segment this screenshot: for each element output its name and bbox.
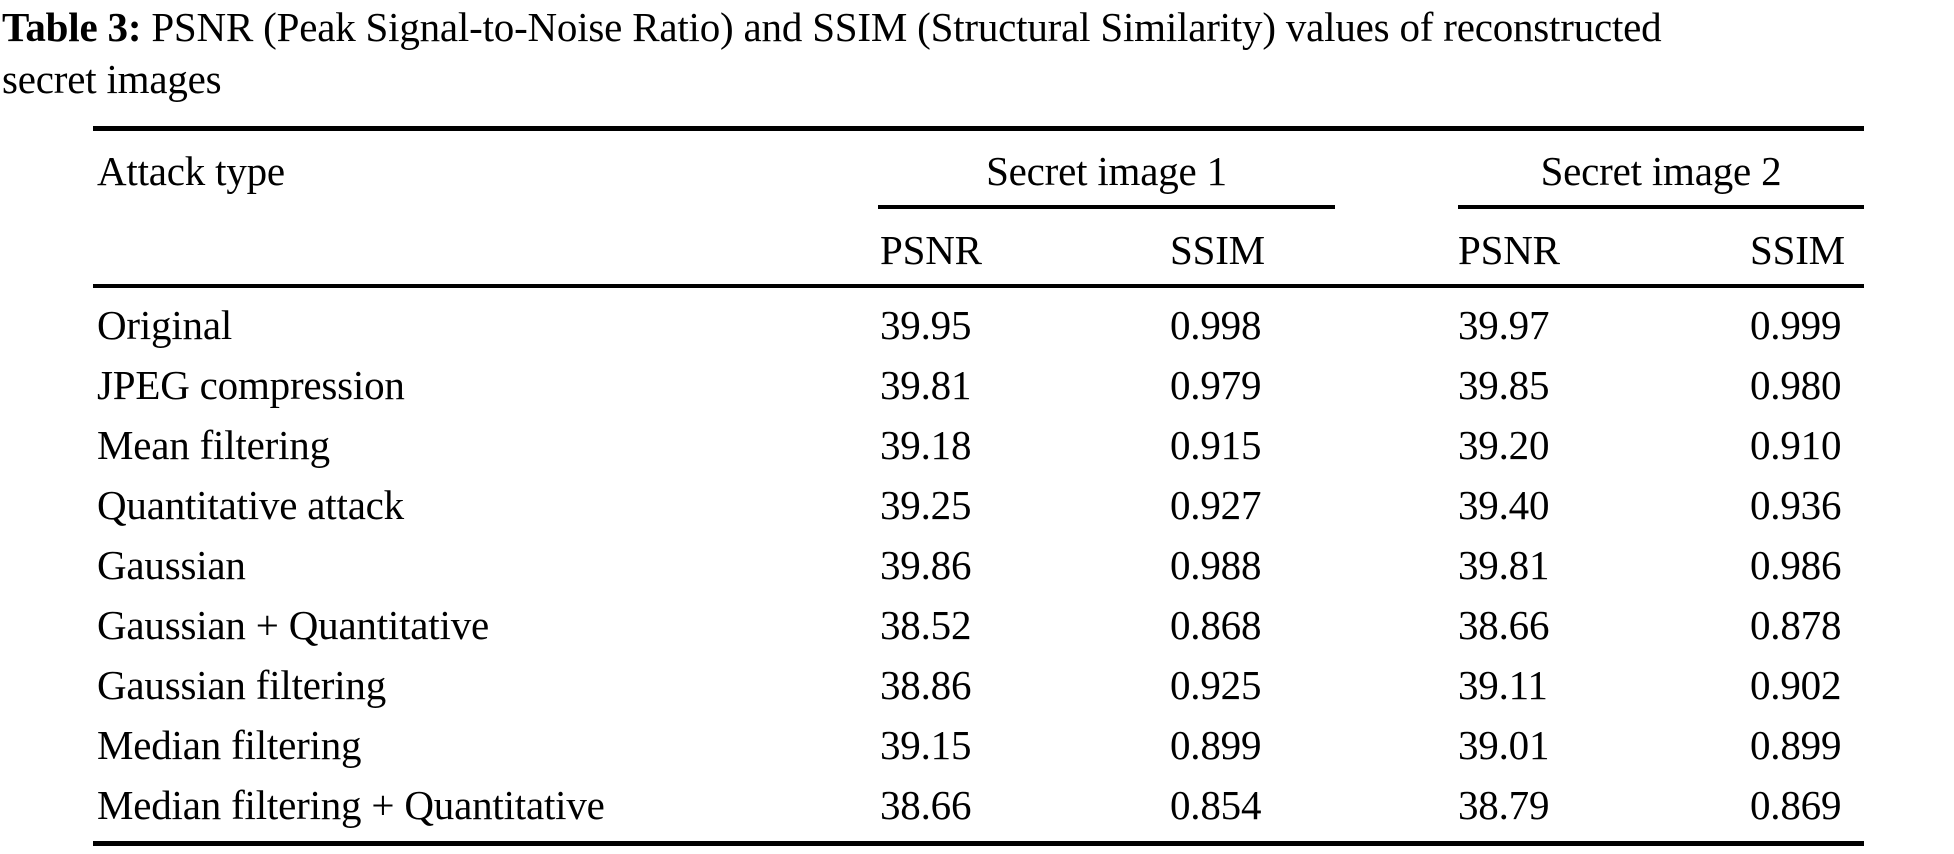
header-bottom-rule (93, 284, 1864, 288)
cell-ssim-1: 0.868 (1170, 602, 1262, 648)
cell-psnr-1: 39.15 (880, 722, 972, 768)
table-row: Gaussian + Quantitative 38.52 0.868 38.6… (93, 595, 1864, 655)
cell-psnr-2: 38.66 (1458, 602, 1550, 648)
cell-attack-type: Median filtering (97, 722, 362, 768)
table-row: Gaussian 39.86 0.988 39.81 0.986 (93, 535, 1864, 595)
cell-ssim-2: 0.936 (1750, 482, 1842, 528)
column-header-ssim-2: SSIM (1750, 227, 1845, 273)
table-row: Original 39.95 0.998 39.97 0.999 (93, 295, 1864, 355)
cell-ssim-1: 0.925 (1170, 662, 1262, 708)
cell-psnr-1: 39.86 (880, 542, 972, 588)
cell-ssim-1: 0.854 (1170, 782, 1262, 828)
cell-psnr-1: 39.81 (880, 362, 972, 408)
cell-attack-type: Median filtering + Quantitative (97, 782, 605, 828)
group-rule-secret-image-2 (1458, 205, 1864, 209)
cell-ssim-1: 0.988 (1170, 542, 1262, 588)
cell-ssim-1: 0.927 (1170, 482, 1262, 528)
cell-ssim-1: 0.998 (1170, 302, 1262, 348)
column-group-header-secret-image-2: Secret image 2 (1540, 148, 1782, 194)
cell-ssim-1: 0.915 (1170, 422, 1262, 468)
cell-ssim-1: 0.899 (1170, 722, 1262, 768)
table-caption-label: Table 3: (2, 4, 142, 50)
cell-psnr-2: 39.01 (1458, 722, 1550, 768)
column-header-ssim-1: SSIM (1170, 227, 1265, 273)
cell-psnr-2: 39.81 (1458, 542, 1550, 588)
cell-psnr-2: 39.85 (1458, 362, 1550, 408)
cell-psnr-2: 38.79 (1458, 782, 1550, 828)
cell-psnr-1: 39.95 (880, 302, 972, 348)
table-body: Original 39.95 0.998 39.97 0.999 JPEG co… (93, 295, 1864, 835)
cell-psnr-2: 39.40 (1458, 482, 1550, 528)
cell-psnr-2: 39.20 (1458, 422, 1550, 468)
cell-psnr-1: 38.52 (880, 602, 972, 648)
table-caption-line1: PSNR (Peak Signal-to-Noise Ratio) and SS… (141, 4, 1662, 50)
cell-psnr-1: 39.18 (880, 422, 972, 468)
cell-ssim-2: 0.899 (1750, 722, 1842, 768)
table-row: JPEG compression 39.81 0.979 39.85 0.980 (93, 355, 1864, 415)
cell-ssim-2: 0.902 (1750, 662, 1842, 708)
column-header-psnr-1: PSNR (880, 227, 982, 273)
cell-ssim-2: 0.986 (1750, 542, 1842, 588)
cell-attack-type: Gaussian (97, 542, 246, 588)
cell-psnr-1: 39.25 (880, 482, 972, 528)
cell-ssim-2: 0.999 (1750, 302, 1842, 348)
table-row: Gaussian filtering 38.86 0.925 39.11 0.9… (93, 655, 1864, 715)
table-row: Median filtering + Quantitative 38.66 0.… (93, 775, 1864, 835)
cell-attack-type: Gaussian filtering (97, 662, 387, 708)
column-group-header-secret-image-1: Secret image 1 (986, 148, 1227, 194)
cell-psnr-2: 39.97 (1458, 302, 1550, 348)
cell-attack-type: JPEG compression (97, 362, 405, 408)
data-table: Attack type Secret image 1 Secret image … (93, 126, 1864, 846)
column-header-attack-type: Attack type (97, 148, 285, 194)
cell-attack-type: Gaussian + Quantitative (97, 602, 489, 648)
cell-ssim-2: 0.910 (1750, 422, 1842, 468)
cell-attack-type: Quantitative attack (97, 482, 404, 528)
column-header-psnr-2: PSNR (1458, 227, 1560, 273)
group-rule-secret-image-1 (878, 205, 1335, 209)
cell-psnr-2: 39.11 (1458, 662, 1548, 708)
table-row: Quantitative attack 39.25 0.927 39.40 0.… (93, 475, 1864, 535)
cell-ssim-2: 0.869 (1750, 782, 1842, 828)
cell-psnr-1: 38.86 (880, 662, 972, 708)
cell-attack-type: Mean filtering (97, 422, 330, 468)
table-caption: Table 3: PSNR (Peak Signal-to-Noise Rati… (2, 1, 1952, 105)
cell-ssim-2: 0.980 (1750, 362, 1842, 408)
table-caption-line2: secret images (2, 56, 222, 102)
cell-attack-type: Original (97, 302, 233, 348)
cell-psnr-1: 38.66 (880, 782, 972, 828)
table-row: Mean filtering 39.18 0.915 39.20 0.910 (93, 415, 1864, 475)
cell-ssim-2: 0.878 (1750, 602, 1842, 648)
table-row: Median filtering 39.15 0.899 39.01 0.899 (93, 715, 1864, 775)
cell-ssim-1: 0.979 (1170, 362, 1262, 408)
